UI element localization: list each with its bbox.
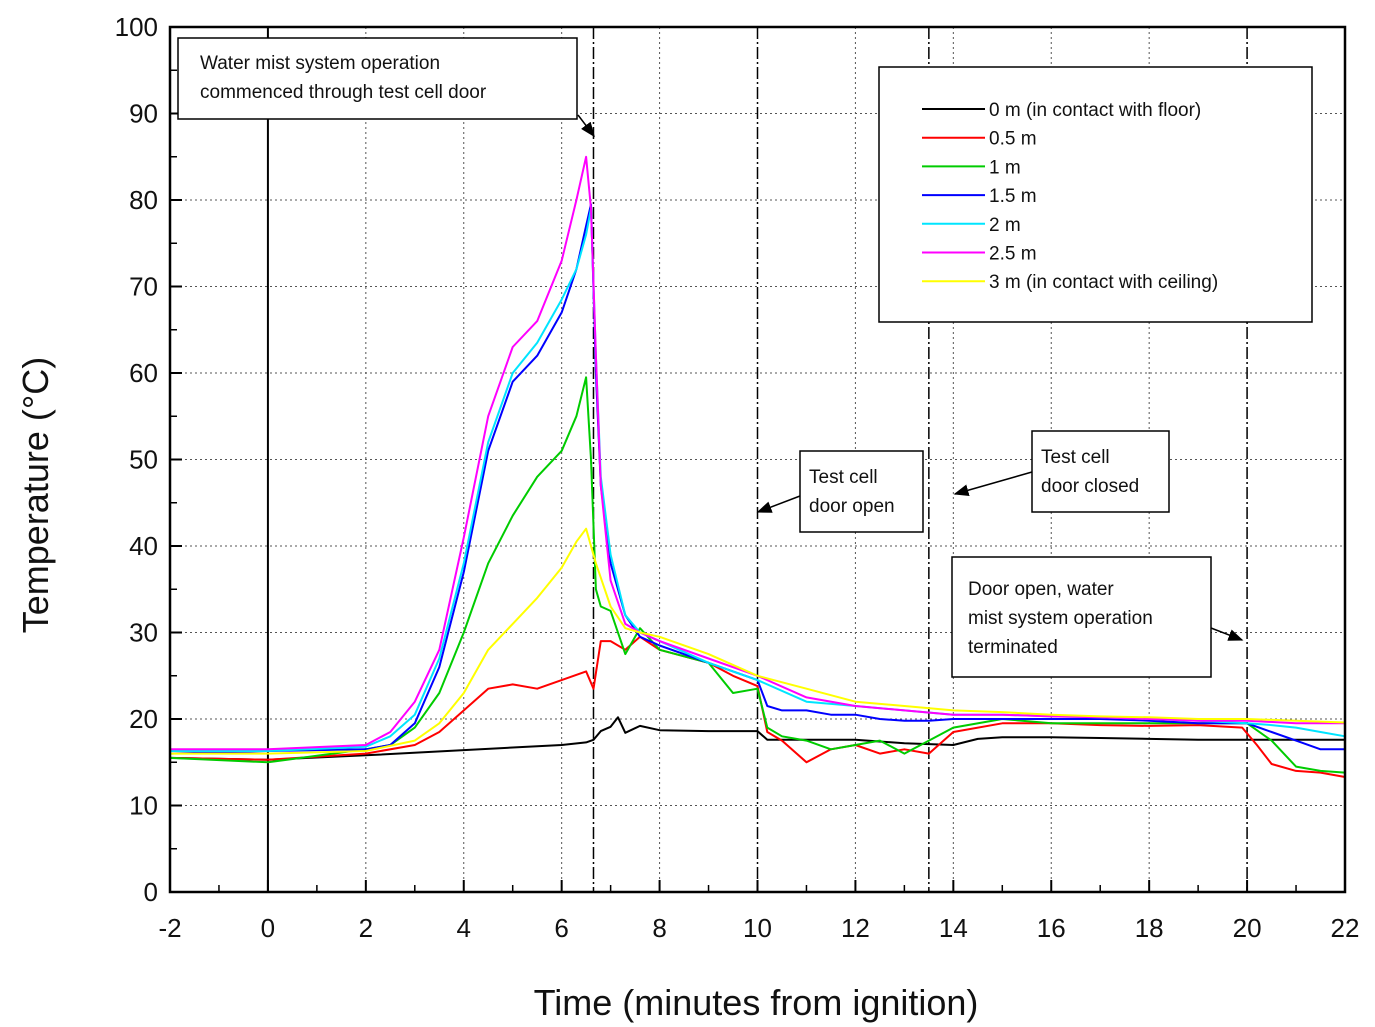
annotation-door-closed-line2: door closed (1041, 476, 1139, 497)
y-tick-label: 10 (129, 791, 158, 821)
x-tick-label: 18 (1135, 913, 1164, 943)
y-tick-label: 90 (129, 99, 158, 129)
annotation-door-closed-line1: Test cell (1041, 447, 1110, 468)
annotation-box-water-mist (177, 37, 578, 120)
series-line-5 (170, 155, 1345, 751)
series-line-0 (169, 716, 1345, 761)
legend-label-0: 0 m (in contact with floor) (989, 100, 1201, 121)
annotations: Water mist system operation commenced th… (177, 37, 1244, 678)
legend-label-5: 2.5 m (989, 244, 1037, 265)
series-line-6 (170, 527, 1346, 755)
annotation-door-open-line1: Test cell (809, 467, 878, 488)
series-lines (169, 155, 1346, 778)
annotation-box-mist-terminated (951, 556, 1212, 678)
x-tick-label: 6 (554, 913, 568, 943)
y-tick-label: 20 (129, 704, 158, 734)
x-axis-title: Time (minutes from ignition) (534, 982, 979, 1023)
legend: 0 m (in contact with floor) 0.5 m 1 m 1.5 m… (878, 66, 1313, 323)
legend-label-4: 2 m (989, 215, 1021, 236)
y-tick-label: 80 (129, 185, 158, 215)
x-tick-label: 20 (1233, 913, 1262, 943)
y-tick-label: 0 (144, 877, 158, 907)
x-tick-label: 16 (1037, 913, 1066, 943)
legend-label-6: 3 m (in contact with ceiling) (989, 272, 1218, 293)
y-tick-label: 60 (129, 358, 158, 388)
x-tick-label: 10 (743, 913, 772, 943)
annotation-box-door-open (799, 450, 924, 533)
y-axis-title: Temperature (°C) (15, 357, 56, 633)
annotation-box-door-closed (1031, 430, 1170, 513)
y-tick-label: 70 (129, 272, 158, 302)
x-tick-label: 2 (359, 913, 373, 943)
x-tick-label: 8 (652, 913, 666, 943)
annotation-mist-terminated-line3: terminated (968, 637, 1058, 658)
arrow-mist-terminated (1210, 627, 1244, 641)
x-tick-label: 12 (841, 913, 870, 943)
x-tick-label: 14 (939, 913, 968, 943)
series-line-2 (169, 376, 1346, 774)
y-tick-label: 30 (129, 618, 158, 648)
y-tick-label: 100 (115, 12, 158, 42)
annotation-mist-terminated-line1: Door open, water (968, 579, 1114, 600)
x-tick-label: 22 (1331, 913, 1360, 943)
x-tick-label: 4 (457, 913, 471, 943)
annotation-water-mist-line1: Water mist system operation (200, 53, 440, 74)
legend-label-1: 0.5 m (989, 129, 1037, 150)
axis-ticks (169, 26, 1346, 893)
arrow-door-closed (953, 471, 1033, 497)
x-tick-label: -2 (158, 913, 181, 943)
annotation-water-mist-line2: commenced through test cell door (200, 82, 487, 103)
y-tick-label: 50 (129, 445, 158, 475)
annotation-mist-terminated-line2: mist system operation (968, 608, 1153, 629)
axis-tick-labels: -2 0 2 4 6 8 10 12 14 16 18 20 220102030405060708090… (115, 12, 1360, 943)
arrow-water-mist (577, 114, 595, 138)
arrow-door-open (756, 495, 801, 513)
legend-label-2: 1 m (989, 157, 1021, 178)
legend-label-3: 1.5 m (989, 186, 1037, 207)
y-tick-label: 40 (129, 531, 158, 561)
annotation-door-open-line2: door open (809, 496, 895, 517)
x-tick-label: 0 (261, 913, 275, 943)
